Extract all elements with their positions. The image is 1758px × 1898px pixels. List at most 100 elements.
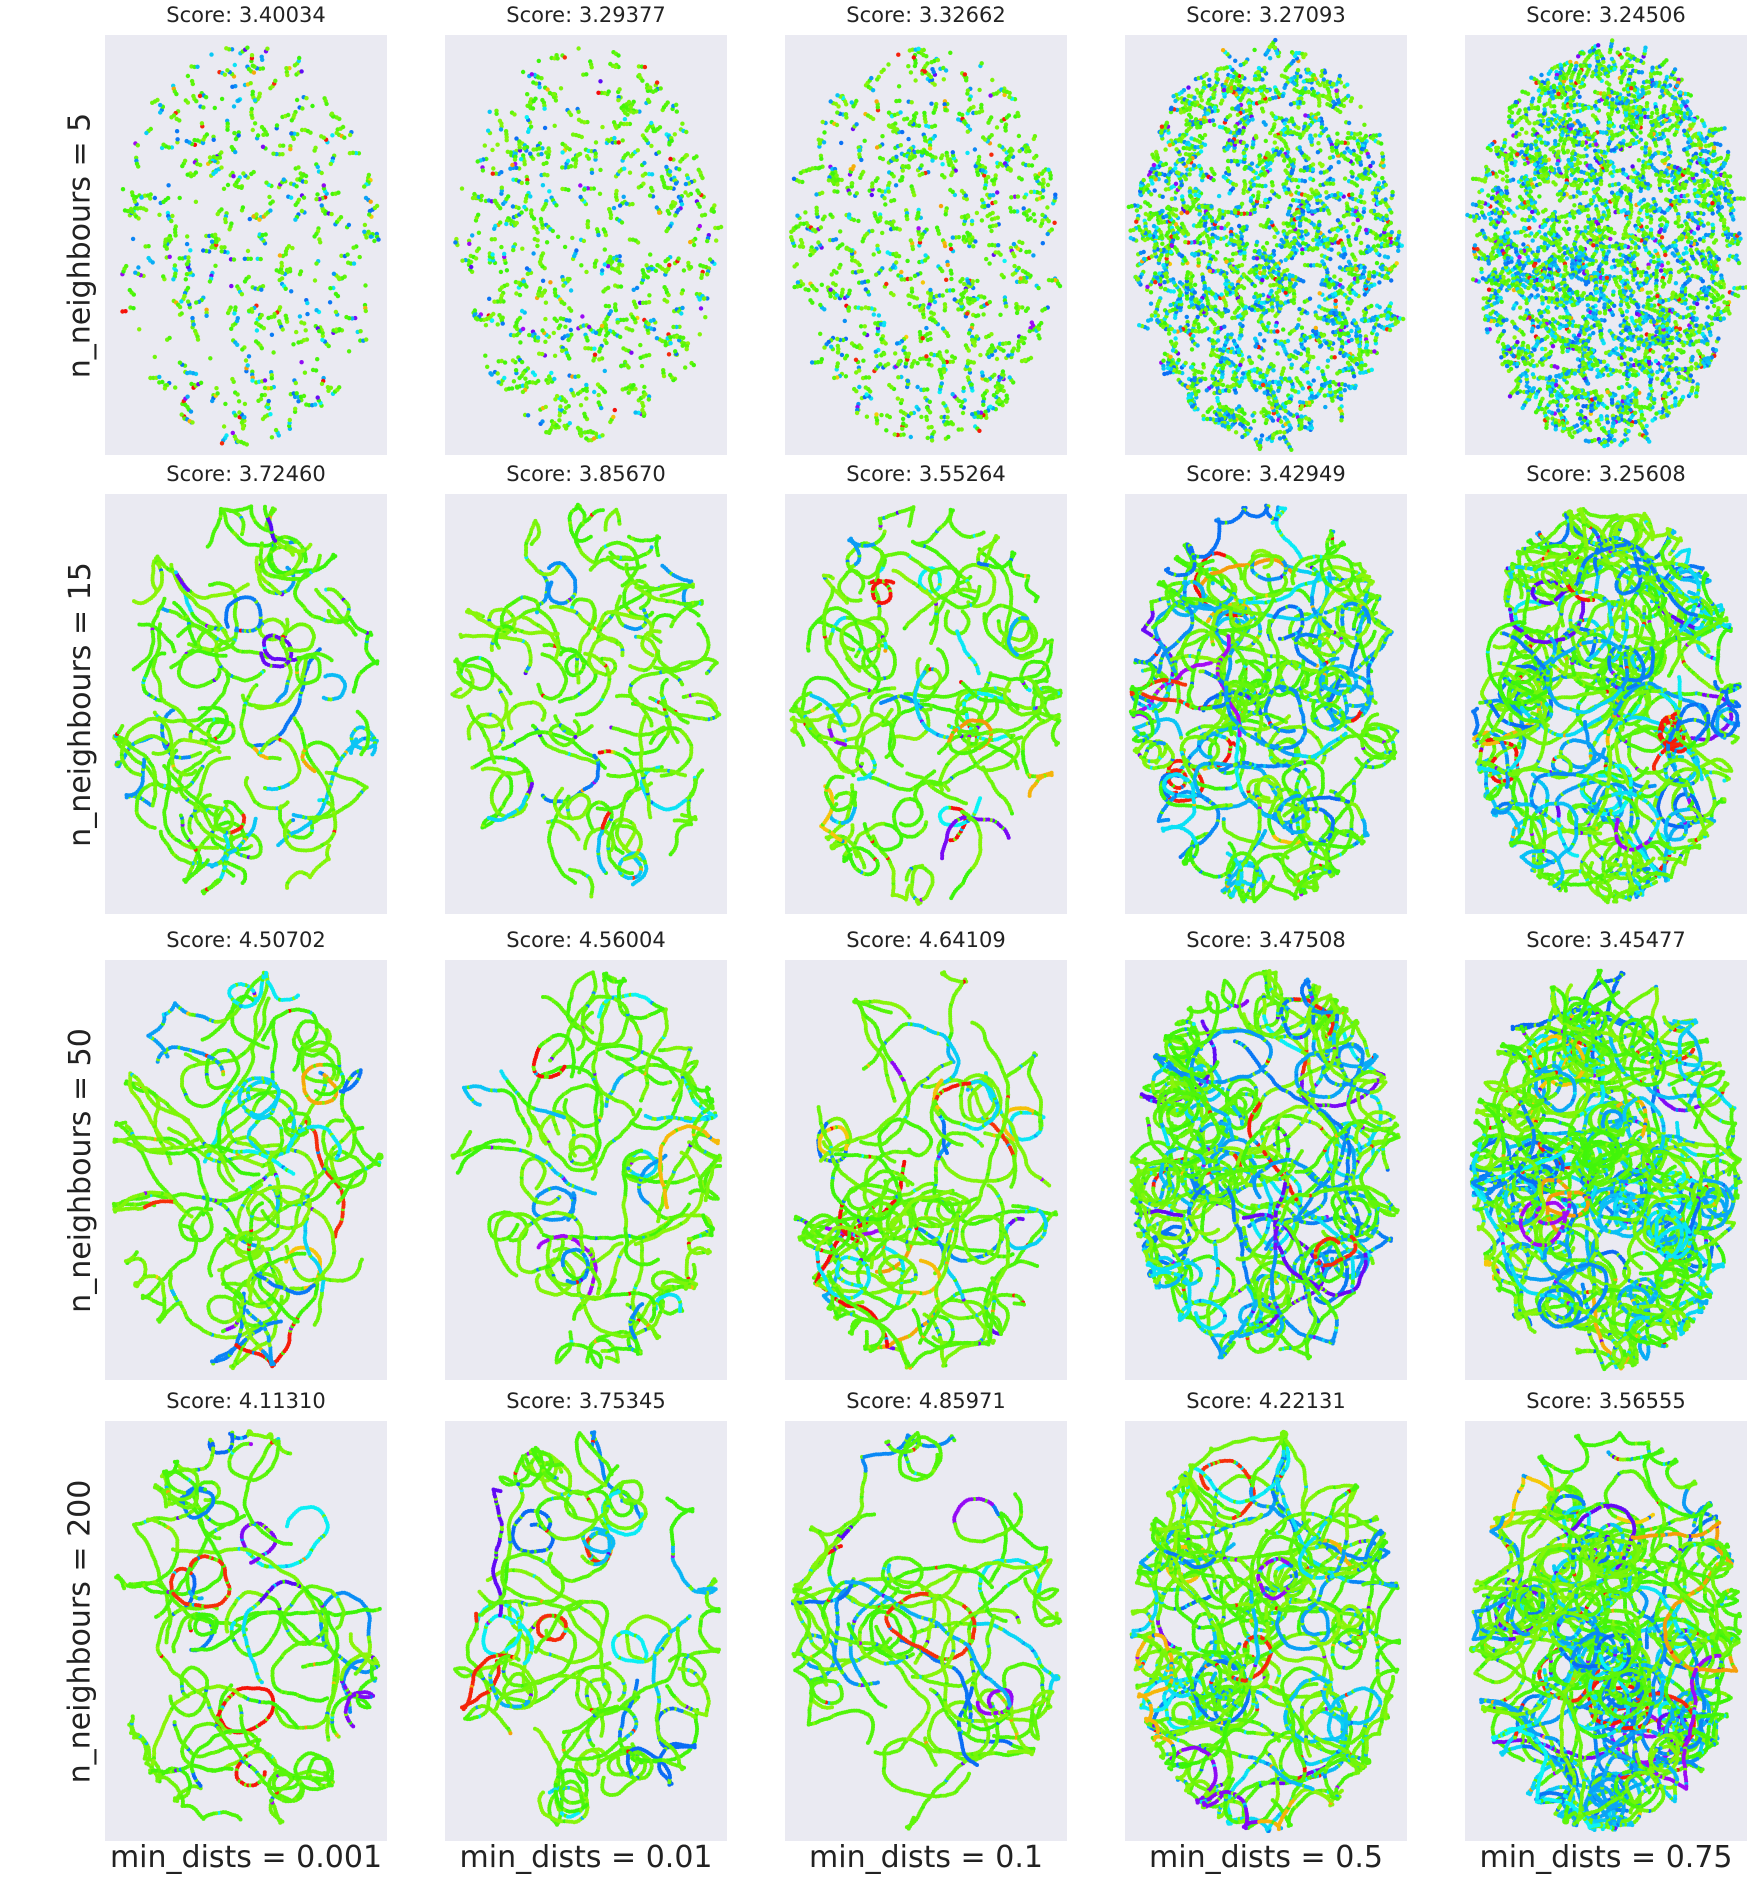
data-point (854, 122, 858, 126)
data-point (1260, 107, 1264, 111)
data-point (268, 201, 272, 205)
data-point (363, 283, 367, 287)
data-point (596, 233, 600, 237)
data-point (1345, 136, 1349, 140)
data-point (969, 382, 973, 386)
data-point (964, 193, 968, 197)
data-point (294, 381, 298, 385)
data-point (1001, 369, 1005, 373)
data-point (844, 102, 848, 106)
data-point (861, 359, 865, 363)
data-point (990, 133, 994, 137)
data-point (1031, 253, 1035, 257)
data-point (476, 213, 480, 217)
data-point (1230, 106, 1234, 110)
data-point (139, 195, 143, 199)
data-point (1270, 402, 1274, 406)
data-point (520, 360, 524, 364)
data-point (685, 347, 689, 351)
data-point (594, 140, 598, 144)
data-point (1226, 128, 1230, 132)
data-point (835, 190, 839, 194)
data-point (569, 113, 573, 117)
data-point (229, 305, 233, 309)
data-point (1377, 280, 1381, 284)
data-point (1234, 430, 1238, 434)
data-point (192, 138, 196, 142)
data-point (568, 421, 572, 425)
data-point (862, 331, 866, 335)
data-point (280, 271, 284, 275)
data-point (232, 131, 236, 135)
data-point (892, 198, 896, 202)
data-point (1047, 278, 1051, 282)
data-point (220, 441, 224, 445)
data-point (1006, 353, 1010, 357)
data-point (852, 218, 856, 222)
data-point (1180, 194, 1184, 198)
data-point (598, 79, 602, 83)
data-point (951, 392, 955, 396)
data-point (199, 381, 203, 385)
data-point (229, 327, 233, 331)
data-point (232, 311, 236, 315)
data-point (224, 46, 228, 50)
data-point (1208, 245, 1212, 249)
data-point (988, 300, 992, 304)
data-point (499, 270, 503, 274)
data-point (948, 188, 952, 192)
data-point (1046, 168, 1050, 172)
data-point (521, 327, 525, 331)
data-point (600, 125, 604, 129)
data-point (843, 319, 847, 323)
data-point (655, 80, 659, 84)
data-point (949, 271, 953, 275)
data-point (358, 255, 362, 259)
data-point (835, 182, 839, 186)
data-point (856, 219, 860, 223)
data-point (1020, 339, 1024, 343)
data-point (916, 47, 920, 51)
data-point (907, 302, 911, 306)
data-point (1362, 123, 1366, 127)
data-point (576, 110, 580, 114)
data-point (668, 169, 672, 173)
data-point (314, 261, 318, 265)
data-point (337, 277, 341, 281)
data-point (1008, 168, 1012, 172)
data-point (1041, 178, 1045, 182)
data-point (279, 261, 283, 265)
data-point (133, 271, 137, 275)
data-point (1179, 211, 1183, 215)
data-point (714, 238, 718, 242)
data-point (253, 121, 257, 125)
data-point (905, 259, 909, 263)
data-point (1338, 278, 1342, 282)
data-point (642, 275, 646, 279)
scatter-plot (785, 35, 1067, 455)
data-point (292, 137, 296, 141)
data-point (916, 407, 920, 411)
data-point (490, 252, 494, 256)
data-point (150, 101, 154, 105)
data-point (1029, 190, 1033, 194)
data-point (616, 53, 620, 57)
data-point (943, 108, 947, 112)
data-point (600, 324, 604, 328)
data-point (995, 125, 999, 129)
data-point (246, 363, 250, 367)
data-point (288, 147, 292, 151)
data-point (554, 293, 558, 297)
data-point (659, 86, 663, 90)
data-point (981, 312, 985, 316)
data-point (857, 263, 861, 267)
data-point (584, 383, 588, 387)
data-point (375, 204, 379, 208)
data-point (336, 191, 340, 195)
data-point (965, 311, 969, 315)
data-point (668, 157, 672, 161)
data-point (940, 162, 944, 166)
data-point (929, 102, 933, 106)
data-point (827, 178, 831, 182)
